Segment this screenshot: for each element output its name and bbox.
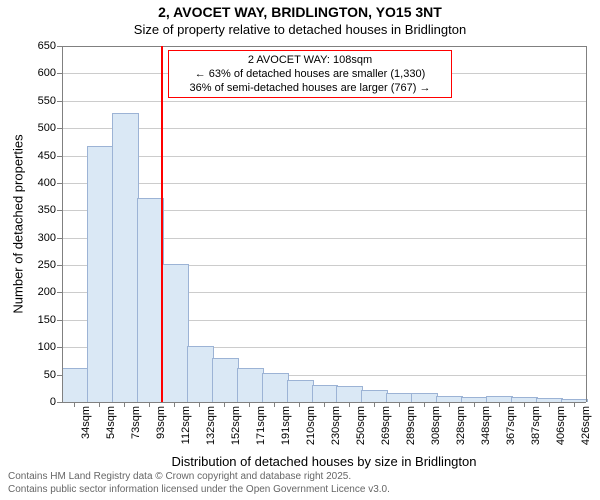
bar [187, 346, 214, 402]
x-tick-mark [349, 402, 350, 407]
y-tick-mark [57, 238, 62, 239]
bar [312, 385, 339, 402]
bar [212, 358, 239, 402]
reference-line [161, 46, 163, 402]
x-tick-label: 112sqm [180, 406, 192, 444]
x-tick-label: 93sqm [155, 406, 167, 439]
credits-line: Contains public sector information licen… [8, 484, 390, 497]
x-tick-label: 406sqm [555, 406, 567, 445]
annotation-line: ← 63% of detached houses are smaller (1,… [175, 68, 445, 82]
bar [62, 368, 89, 402]
x-tick-mark [499, 402, 500, 407]
y-tick-mark [57, 320, 62, 321]
x-tick-label: 171sqm [255, 406, 267, 445]
x-axis-line-top [62, 46, 586, 47]
gridline [62, 128, 586, 129]
y-tick-mark [57, 46, 62, 47]
x-tick-label: 289sqm [405, 406, 417, 445]
chart-container: { "chart": { "type": "histogram", "title… [0, 0, 600, 500]
x-tick-label: 426sqm [580, 406, 592, 445]
x-tick-label: 230sqm [330, 406, 342, 445]
bar [87, 146, 114, 402]
y-tick-mark [57, 347, 62, 348]
x-tick-mark [74, 402, 75, 407]
gridline [62, 101, 586, 102]
bar [287, 380, 314, 402]
annotation-box: 2 AVOCET WAY: 108sqm← 63% of detached ho… [168, 50, 452, 98]
x-tick-mark [299, 402, 300, 407]
x-tick-mark [399, 402, 400, 407]
y-tick-mark [57, 101, 62, 102]
y-tick-mark [57, 183, 62, 184]
x-tick-label: 152sqm [230, 406, 242, 445]
y-tick-mark [57, 375, 62, 376]
plot-area: 050100150200250300350400450500550600650 … [62, 46, 586, 402]
x-tick-label: 34sqm [80, 406, 92, 439]
x-tick-mark [149, 402, 150, 407]
x-tick-mark [249, 402, 250, 407]
bar [237, 368, 264, 402]
x-tick-mark [174, 402, 175, 407]
y-tick-mark [57, 210, 62, 211]
y-axis-label: Number of detached properties [11, 134, 26, 313]
gridline [62, 183, 586, 184]
x-tick-label: 191sqm [280, 406, 292, 445]
x-tick-mark [574, 402, 575, 407]
x-tick-label: 308sqm [430, 406, 442, 445]
bar [162, 264, 189, 402]
y-tick-mark [57, 156, 62, 157]
x-tick-label: 348sqm [480, 406, 492, 445]
x-tick-mark [124, 402, 125, 407]
y-axis-line-right [586, 46, 587, 402]
x-axis-label: Distribution of detached houses by size … [172, 454, 477, 469]
x-tick-label: 73sqm [130, 406, 142, 439]
bar [262, 373, 289, 402]
x-tick-mark [424, 402, 425, 407]
annotation-line: 2 AVOCET WAY: 108sqm [175, 54, 445, 68]
x-tick-mark [549, 402, 550, 407]
y-tick-mark [57, 292, 62, 293]
x-tick-mark [524, 402, 525, 407]
bar [112, 113, 139, 402]
credits-line: Contains HM Land Registry data © Crown c… [8, 471, 390, 484]
x-tick-mark [324, 402, 325, 407]
y-tick-mark [57, 265, 62, 266]
bar [386, 393, 413, 402]
y-axis-line [62, 46, 63, 402]
bar [411, 393, 438, 402]
x-tick-mark [224, 402, 225, 407]
x-tick-label: 250sqm [355, 406, 367, 445]
x-tick-label: 387sqm [530, 406, 542, 445]
chart-subtitle: Size of property relative to detached ho… [0, 22, 600, 37]
x-tick-label: 367sqm [505, 406, 517, 445]
bar [137, 198, 164, 402]
x-tick-mark [449, 402, 450, 407]
x-tick-label: 328sqm [455, 406, 467, 445]
x-tick-label: 132sqm [205, 406, 217, 445]
x-tick-mark [99, 402, 100, 407]
x-tick-label: 54sqm [105, 406, 117, 439]
chart-title: 2, AVOCET WAY, BRIDLINGTON, YO15 3NT [0, 4, 600, 20]
y-tick-mark [57, 73, 62, 74]
y-tick-mark [57, 402, 62, 403]
x-tick-label: 269sqm [380, 406, 392, 445]
x-tick-mark [274, 402, 275, 407]
x-tick-label: 210sqm [305, 406, 317, 445]
credits-text: Contains HM Land Registry data © Crown c… [8, 471, 390, 496]
x-tick-mark [199, 402, 200, 407]
x-tick-mark [474, 402, 475, 407]
bar [361, 390, 388, 402]
y-tick-mark [57, 128, 62, 129]
annotation-line: 36% of semi-detached houses are larger (… [175, 82, 445, 96]
bar [336, 386, 363, 402]
gridline [62, 156, 586, 157]
x-tick-mark [374, 402, 375, 407]
